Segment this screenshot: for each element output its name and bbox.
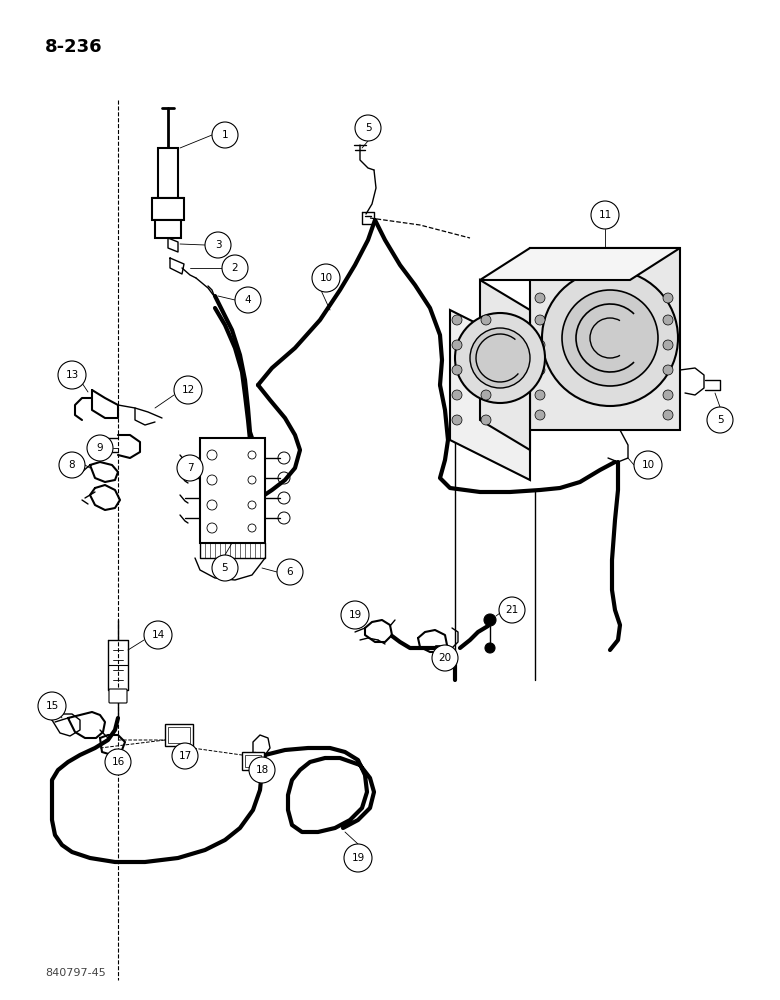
Circle shape bbox=[312, 264, 340, 292]
Circle shape bbox=[499, 597, 525, 623]
Circle shape bbox=[87, 435, 113, 461]
Circle shape bbox=[452, 340, 462, 350]
Text: 20: 20 bbox=[438, 653, 452, 663]
Circle shape bbox=[484, 614, 496, 626]
Circle shape bbox=[172, 743, 198, 769]
Circle shape bbox=[222, 255, 248, 281]
Circle shape bbox=[535, 365, 545, 375]
Circle shape bbox=[177, 455, 203, 481]
Circle shape bbox=[144, 621, 172, 649]
Circle shape bbox=[481, 390, 491, 400]
Text: 1: 1 bbox=[222, 130, 229, 140]
Circle shape bbox=[707, 407, 733, 433]
Circle shape bbox=[59, 452, 85, 478]
Circle shape bbox=[58, 361, 86, 389]
Circle shape bbox=[481, 315, 491, 325]
Text: 14: 14 bbox=[151, 630, 165, 640]
Polygon shape bbox=[450, 310, 530, 480]
Polygon shape bbox=[530, 248, 680, 430]
Text: 10: 10 bbox=[641, 460, 654, 470]
Text: 4: 4 bbox=[245, 295, 251, 305]
FancyBboxPatch shape bbox=[200, 438, 265, 543]
Circle shape bbox=[105, 749, 131, 775]
Text: 5: 5 bbox=[222, 563, 229, 573]
Circle shape bbox=[235, 287, 261, 313]
Circle shape bbox=[38, 692, 66, 720]
Circle shape bbox=[452, 315, 462, 325]
FancyBboxPatch shape bbox=[158, 148, 178, 198]
Circle shape bbox=[663, 315, 673, 325]
Circle shape bbox=[481, 365, 491, 375]
Text: 5: 5 bbox=[717, 415, 723, 425]
Circle shape bbox=[663, 410, 673, 420]
Circle shape bbox=[542, 270, 678, 406]
Circle shape bbox=[277, 559, 303, 585]
Circle shape bbox=[485, 643, 495, 653]
Circle shape bbox=[452, 365, 462, 375]
Text: 16: 16 bbox=[112, 757, 125, 767]
Circle shape bbox=[452, 390, 462, 400]
Circle shape bbox=[470, 328, 530, 388]
Circle shape bbox=[205, 232, 231, 258]
Circle shape bbox=[634, 451, 662, 479]
Circle shape bbox=[212, 122, 238, 148]
Circle shape bbox=[591, 201, 619, 229]
FancyBboxPatch shape bbox=[152, 198, 184, 220]
Circle shape bbox=[249, 757, 275, 783]
Text: 17: 17 bbox=[179, 751, 192, 761]
Circle shape bbox=[663, 390, 673, 400]
Circle shape bbox=[535, 410, 545, 420]
Circle shape bbox=[452, 415, 462, 425]
Text: 5: 5 bbox=[365, 123, 371, 133]
Circle shape bbox=[535, 390, 545, 400]
Text: 2: 2 bbox=[232, 263, 239, 273]
Circle shape bbox=[663, 293, 673, 303]
Polygon shape bbox=[480, 280, 530, 450]
FancyBboxPatch shape bbox=[109, 689, 127, 703]
Text: 18: 18 bbox=[255, 765, 268, 775]
Text: 840797-45: 840797-45 bbox=[45, 968, 106, 978]
Circle shape bbox=[355, 115, 381, 141]
Text: 11: 11 bbox=[598, 210, 612, 220]
Circle shape bbox=[174, 376, 202, 404]
Circle shape bbox=[663, 365, 673, 375]
Circle shape bbox=[535, 293, 545, 303]
Circle shape bbox=[663, 340, 673, 350]
Text: 3: 3 bbox=[215, 240, 222, 250]
Text: 21: 21 bbox=[505, 605, 519, 615]
Circle shape bbox=[344, 844, 372, 872]
Circle shape bbox=[481, 415, 491, 425]
Text: 19: 19 bbox=[351, 853, 364, 863]
Circle shape bbox=[455, 313, 545, 403]
Text: 7: 7 bbox=[186, 463, 193, 473]
Circle shape bbox=[432, 645, 458, 671]
Text: 8-236: 8-236 bbox=[45, 38, 103, 56]
Circle shape bbox=[562, 290, 658, 386]
Circle shape bbox=[212, 555, 238, 581]
Circle shape bbox=[535, 315, 545, 325]
Text: 8: 8 bbox=[69, 460, 76, 470]
FancyBboxPatch shape bbox=[155, 220, 181, 238]
Polygon shape bbox=[480, 248, 680, 280]
FancyBboxPatch shape bbox=[165, 724, 193, 746]
Circle shape bbox=[341, 601, 369, 629]
Circle shape bbox=[481, 340, 491, 350]
Circle shape bbox=[535, 340, 545, 350]
Text: 6: 6 bbox=[287, 567, 293, 577]
Text: 12: 12 bbox=[182, 385, 195, 395]
Text: 13: 13 bbox=[66, 370, 79, 380]
Text: 9: 9 bbox=[97, 443, 103, 453]
Text: 19: 19 bbox=[349, 610, 362, 620]
FancyBboxPatch shape bbox=[242, 752, 264, 770]
Text: 10: 10 bbox=[320, 273, 332, 283]
Text: 15: 15 bbox=[45, 701, 58, 711]
